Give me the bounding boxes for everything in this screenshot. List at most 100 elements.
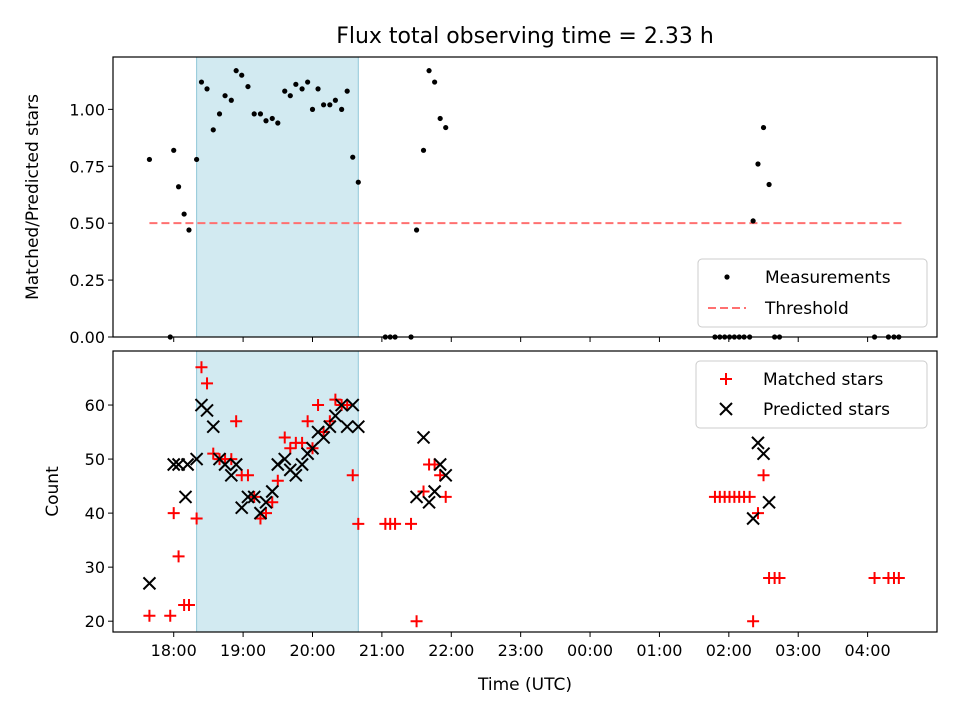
measurement-point — [287, 93, 293, 99]
top-y-axis-label: Matched/Predicted stars — [23, 94, 43, 300]
predicted-star-point — [229, 457, 243, 472]
measurement-point — [239, 72, 245, 78]
matched-star-point — [278, 431, 291, 444]
legend-measurements-marker — [724, 274, 730, 280]
predicted-star-point — [189, 452, 204, 466]
matched-star-point — [428, 458, 441, 471]
chart-title: Flux total observing time = 2.33 h — [336, 24, 714, 49]
bottom-x-ticks: 18:00 19:00 20:00 21:00 22:00 23:00 00:00 01:00… — [151, 632, 891, 660]
matched-star-point — [190, 512, 203, 525]
measurement-point — [299, 86, 305, 92]
matched-star-point — [868, 571, 881, 584]
matched-star-point — [266, 496, 279, 509]
predicted-star-point — [746, 511, 760, 526]
matched-star-point — [164, 609, 177, 622]
predicted-star-point — [259, 495, 273, 510]
measurement-point — [766, 181, 772, 188]
predicted-star-point — [218, 457, 232, 472]
matched-star-point — [241, 469, 254, 482]
matched-star-point — [747, 615, 760, 628]
matched-star-point — [773, 571, 786, 584]
y-tick-label: 0.50 — [69, 214, 105, 233]
predicted-star-point — [206, 419, 220, 434]
measurement-point — [194, 156, 200, 163]
matched-star-point — [143, 609, 156, 622]
bottom-y-axis-label: Count — [43, 466, 63, 517]
measurement-point — [222, 93, 228, 99]
measurement-point — [171, 147, 177, 153]
measurement-point — [233, 68, 239, 74]
predicted-star-point — [142, 576, 157, 591]
y-tick-label: 30 — [85, 558, 105, 577]
matched-star-point — [892, 571, 905, 584]
x-tick-label: 19:00 — [220, 641, 266, 660]
measurement-point — [327, 102, 333, 108]
matched-star-point — [346, 469, 359, 482]
x-tick-label: 20:00 — [289, 641, 335, 660]
ratio-panel: 0.00 0.25 0.50 0.75 1.00 Matched/Predicted s… — [23, 56, 938, 347]
top-x-ticks — [173, 337, 869, 342]
predicted-star-point — [271, 457, 285, 472]
y-tick-label: 50 — [85, 450, 105, 469]
measurement-point — [305, 79, 311, 85]
measurement-point — [269, 115, 275, 122]
predicted-star-point — [762, 495, 776, 510]
x-tick-label: 22:00 — [428, 641, 474, 660]
matched-star-point — [284, 442, 297, 455]
matched-star-point — [271, 474, 284, 487]
matched-star-point — [341, 399, 354, 412]
measurement-point — [344, 88, 350, 94]
matched-star-point — [352, 517, 365, 530]
measurement-point — [251, 111, 257, 117]
x-tick-label: 21:00 — [359, 641, 405, 660]
matched-star-point — [434, 469, 447, 482]
legend-threshold-label: Threshold — [764, 299, 849, 319]
predicted-star-point — [433, 457, 447, 472]
matched-star-point — [757, 469, 770, 482]
top-axes-frame — [112, 56, 938, 338]
predicted-star-point — [409, 490, 424, 504]
legend-matched-marker — [720, 373, 732, 385]
predicted-star-point — [422, 495, 436, 510]
measurement-point — [437, 115, 443, 122]
measurement-point — [275, 120, 281, 126]
matched-star-point — [230, 415, 243, 428]
measurement-point — [216, 111, 223, 117]
measurement-point — [245, 83, 251, 90]
y-tick-label: 20 — [85, 612, 105, 631]
predicted-star-point — [265, 484, 279, 499]
measurement-point — [181, 211, 187, 217]
measurement-point — [332, 97, 338, 103]
predicted-star-point — [278, 452, 292, 466]
predicted-star-point — [235, 501, 249, 515]
legend-box — [695, 360, 928, 429]
measurement-point — [198, 79, 205, 85]
predicted-star-point — [751, 436, 765, 450]
matched-star-point — [172, 550, 185, 563]
measurement-point — [210, 127, 216, 133]
matched-star-point — [405, 517, 418, 530]
matched-star-point — [389, 517, 402, 530]
measurement-point — [432, 79, 438, 85]
predicted-star-point — [200, 403, 214, 418]
bottom-y-ticks: 20 30 40 50 60 — [85, 396, 113, 631]
predicted-star-point — [247, 490, 261, 504]
top-legend: Measurements Threshold — [697, 258, 928, 328]
predicted-star-point — [756, 446, 771, 461]
measurement-point — [320, 102, 327, 108]
predicted-star-point — [295, 457, 309, 472]
matched-star-point — [743, 490, 756, 503]
matched-star-point — [260, 507, 273, 520]
measurement-point — [315, 86, 321, 92]
measurement-point — [257, 111, 264, 117]
matched-star-point — [312, 399, 325, 412]
measurement-point — [309, 106, 316, 112]
y-tick-label: 1.00 — [69, 100, 105, 119]
legend-predicted-label: Predicted stars — [763, 400, 890, 420]
top-y-ticks: 0.00 0.25 0.50 0.75 1.00 — [69, 100, 113, 347]
predicted-star-point — [416, 430, 431, 445]
predicted-star-point — [305, 441, 320, 455]
predicted-star-point — [316, 430, 331, 445]
